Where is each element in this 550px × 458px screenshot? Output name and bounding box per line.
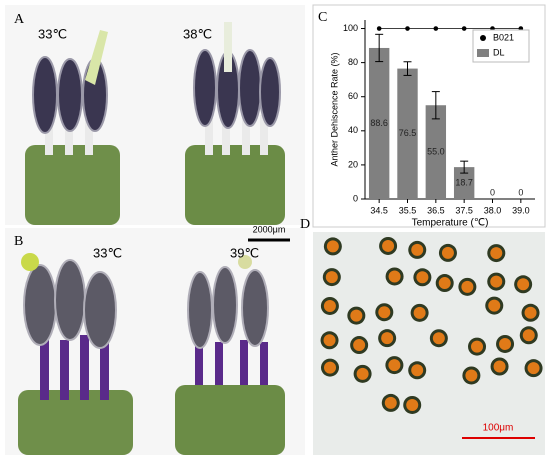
bar — [368, 47, 390, 199]
y-tick-label: 80 — [348, 57, 358, 67]
pollen-core — [438, 277, 451, 290]
y-tick-label: 60 — [348, 91, 358, 101]
pollen-core — [488, 299, 501, 312]
pollen-core — [382, 239, 395, 252]
x-tick-label: 34.5 — [370, 205, 388, 215]
legend-label: DL — [493, 47, 505, 57]
legend-label: B021 — [493, 32, 514, 42]
legend-swatch — [480, 35, 486, 41]
pollen-core — [388, 270, 401, 283]
pollen-core — [353, 339, 366, 352]
y-tick-label: 20 — [348, 159, 358, 169]
pollen-core — [350, 309, 363, 322]
value-label: 55.0 — [427, 146, 445, 156]
bar — [453, 167, 475, 199]
scale-bar-label: 2000μm — [253, 224, 286, 234]
x-axis-label: Temperature (℃) — [412, 218, 489, 229]
chart: 0 20 40 60 80 100 34.5 35.5 36.5 37.5 38.0 39.0 Temp… — [329, 20, 535, 229]
x-tick-label: 35.5 — [399, 205, 417, 215]
pollen-core — [411, 364, 424, 377]
bar — [397, 68, 418, 199]
y-tick-label: 0 — [353, 193, 358, 203]
anthers — [32, 49, 281, 134]
point — [376, 26, 382, 31]
pollen-core — [323, 334, 336, 347]
legend-swatch — [477, 49, 489, 57]
filaments — [40, 335, 268, 400]
value-label: 0 — [490, 187, 495, 197]
panel-label: D — [300, 217, 310, 232]
pollen-core — [524, 306, 537, 319]
panel-label: B — [14, 234, 23, 249]
point — [433, 26, 439, 31]
pollen-core — [323, 299, 336, 312]
pollen-core — [499, 337, 512, 350]
pollen-core — [522, 329, 535, 342]
photo-b — [5, 228, 305, 455]
anthers — [23, 259, 269, 349]
temperature-label: 38℃ — [183, 26, 212, 41]
pollen-grains — [320, 236, 543, 414]
panel-label: A — [14, 12, 25, 27]
pollen-core — [471, 340, 484, 353]
temperature-label: 39℃ — [230, 245, 259, 260]
y-tick-label: 40 — [348, 125, 358, 135]
stigma — [238, 255, 252, 269]
pollen-core — [381, 332, 394, 345]
pollen-core — [490, 275, 503, 288]
pollen-core — [465, 369, 478, 382]
pollen-core — [406, 398, 419, 411]
y-tick-label: 100 — [343, 23, 358, 33]
flower-base — [185, 145, 285, 225]
x-tick-label: 36.5 — [427, 205, 445, 215]
value-label: 88.6 — [370, 118, 388, 128]
flower-base — [25, 145, 120, 225]
value-label: 18.7 — [455, 177, 473, 187]
scale-bar-label: 100μm — [483, 423, 514, 434]
value-label: 76.5 — [399, 128, 417, 138]
pollen-core — [325, 271, 338, 284]
temperature-label: 33℃ — [38, 26, 67, 41]
pollen-core — [388, 359, 401, 372]
pollen-core — [324, 361, 337, 374]
x-tick-label: 37.5 — [455, 205, 473, 215]
value-label: 0 — [518, 187, 523, 197]
temperature-label: 33℃ — [93, 245, 122, 260]
point — [405, 26, 410, 31]
pollen-core — [416, 271, 429, 284]
x-tick-label: 39.0 — [512, 205, 530, 215]
flower-base — [18, 390, 133, 455]
pollen-core — [411, 243, 424, 256]
pollen-core — [356, 367, 369, 380]
pollen-core — [517, 278, 530, 291]
pollen-core — [461, 280, 474, 293]
y-axis-label: Anther Dehiscence Rate (%) — [329, 52, 339, 166]
pistil — [224, 22, 232, 72]
bar — [425, 105, 447, 199]
flower-base — [175, 385, 285, 455]
pollen-core — [493, 360, 506, 373]
photo-a — [5, 5, 305, 225]
stigma — [21, 253, 39, 271]
pistil — [85, 30, 108, 85]
pollen-core — [441, 246, 454, 259]
pollen-core — [413, 306, 426, 319]
pollen-core — [432, 332, 445, 345]
panel-label: C — [318, 10, 327, 25]
filaments — [45, 110, 268, 155]
pollen-core — [490, 247, 503, 260]
pollen-core — [384, 396, 397, 409]
x-tick-label: 38.0 — [484, 205, 502, 215]
pollen-core — [326, 240, 339, 253]
pollen-core — [378, 306, 391, 319]
point — [461, 26, 467, 31]
pollen-core — [527, 362, 540, 375]
